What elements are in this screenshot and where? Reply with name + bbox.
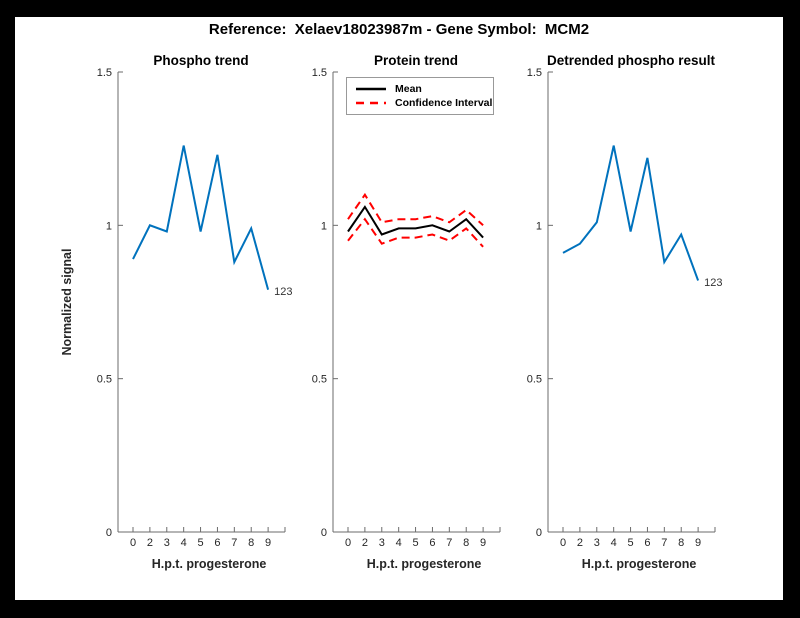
y-tick-label: 1.5 — [97, 67, 112, 79]
x-tick-label: 3 — [594, 537, 600, 549]
legend-label-confidence-interval: Confidence Interval — [395, 97, 493, 110]
x-tick-label: 5 — [627, 537, 633, 549]
legend-entry-mean: Mean — [355, 83, 493, 95]
x-tick-label: 0 — [345, 537, 351, 549]
x-tick-label: 7 — [231, 537, 237, 549]
x-tick-label: 9 — [480, 537, 486, 549]
x-tick-label: 0 — [130, 537, 136, 549]
x-tick-label: 2 — [577, 537, 583, 549]
x-tick-label: 3 — [164, 537, 170, 549]
xlabel-detrended-phospho: H.p.t. progesterone — [581, 557, 697, 571]
subplot-title-phospho-trend: Phospho trend — [153, 53, 249, 68]
subplot-title-detrended-phospho: Detrended phospho result — [546, 53, 716, 68]
y-tick-label: 0 — [536, 527, 542, 539]
y-tick-label: 1.5 — [527, 67, 542, 79]
legend-mean-line-sample — [356, 87, 386, 90]
end-annotation-detrended: 123 — [704, 276, 723, 289]
figure-canvas: Reference: Xelaev18023987m - Gene Symbol… — [15, 17, 783, 600]
y-tick-label: 0 — [321, 527, 327, 539]
x-tick-label: 0 — [560, 537, 566, 549]
series-line-detrended-phospho — [562, 145, 700, 281]
legend-ci-line-sample — [356, 102, 386, 105]
y-tick-label: 1.5 — [312, 67, 327, 79]
x-tick-label: 4 — [181, 537, 187, 549]
x-tick-label: 2 — [147, 537, 153, 549]
figure-title: Reference: Xelaev18023987m - Gene Symbol… — [208, 21, 590, 38]
x-tick-label: 6 — [214, 537, 220, 549]
x-tick-label: 5 — [197, 537, 203, 549]
x-tick-label: 6 — [429, 537, 435, 549]
legend-label-mean: Mean — [395, 82, 422, 95]
end-annotation-phospho: 123 — [274, 285, 293, 298]
x-tick-label: 8 — [678, 537, 684, 549]
y-tick-label: 1 — [106, 220, 112, 232]
xlabel-protein-trend: H.p.t. progesterone — [366, 557, 482, 571]
y-tick-label: 0 — [106, 527, 112, 539]
x-tick-label: 4 — [611, 537, 617, 549]
series-line-mean — [347, 205, 484, 239]
legend-box: Mean Confidence Interval — [346, 77, 494, 115]
series-line-phospho — [132, 145, 270, 290]
x-tick-label: 2 — [362, 537, 368, 549]
series-line-confidence-interval-upper — [347, 192, 484, 227]
x-tick-label: 9 — [265, 537, 271, 549]
x-tick-label: 4 — [396, 537, 402, 549]
x-tick-label: 3 — [379, 537, 385, 549]
x-tick-label: 7 — [661, 537, 667, 549]
x-tick-label: 8 — [463, 537, 469, 549]
x-tick-label: 5 — [412, 537, 418, 549]
x-tick-label: 7 — [446, 537, 452, 549]
y-tick-label: 0.5 — [527, 374, 542, 386]
subplot-title-protein-trend: Protein trend — [373, 53, 459, 68]
x-tick-label: 9 — [695, 537, 701, 549]
series-line-confidence-interval-lower — [347, 217, 484, 248]
ylabel-normalized-signal: Normalized signal — [60, 248, 74, 356]
x-tick-label: 6 — [644, 537, 650, 549]
y-tick-label: 1 — [536, 220, 542, 232]
x-tick-label: 8 — [248, 537, 254, 549]
xlabel-phospho-trend: H.p.t. progesterone — [151, 557, 267, 571]
y-tick-label: 0.5 — [312, 374, 327, 386]
y-tick-label: 0.5 — [97, 374, 112, 386]
y-tick-label: 1 — [321, 220, 327, 232]
legend-entry-confidence-interval: Confidence Interval — [355, 97, 493, 109]
plots-svg: 00.511.50 2 3 4 5 6 7 8 900.511.50 2 3 4 5 6 7 8 900.511… — [97, 67, 716, 549]
